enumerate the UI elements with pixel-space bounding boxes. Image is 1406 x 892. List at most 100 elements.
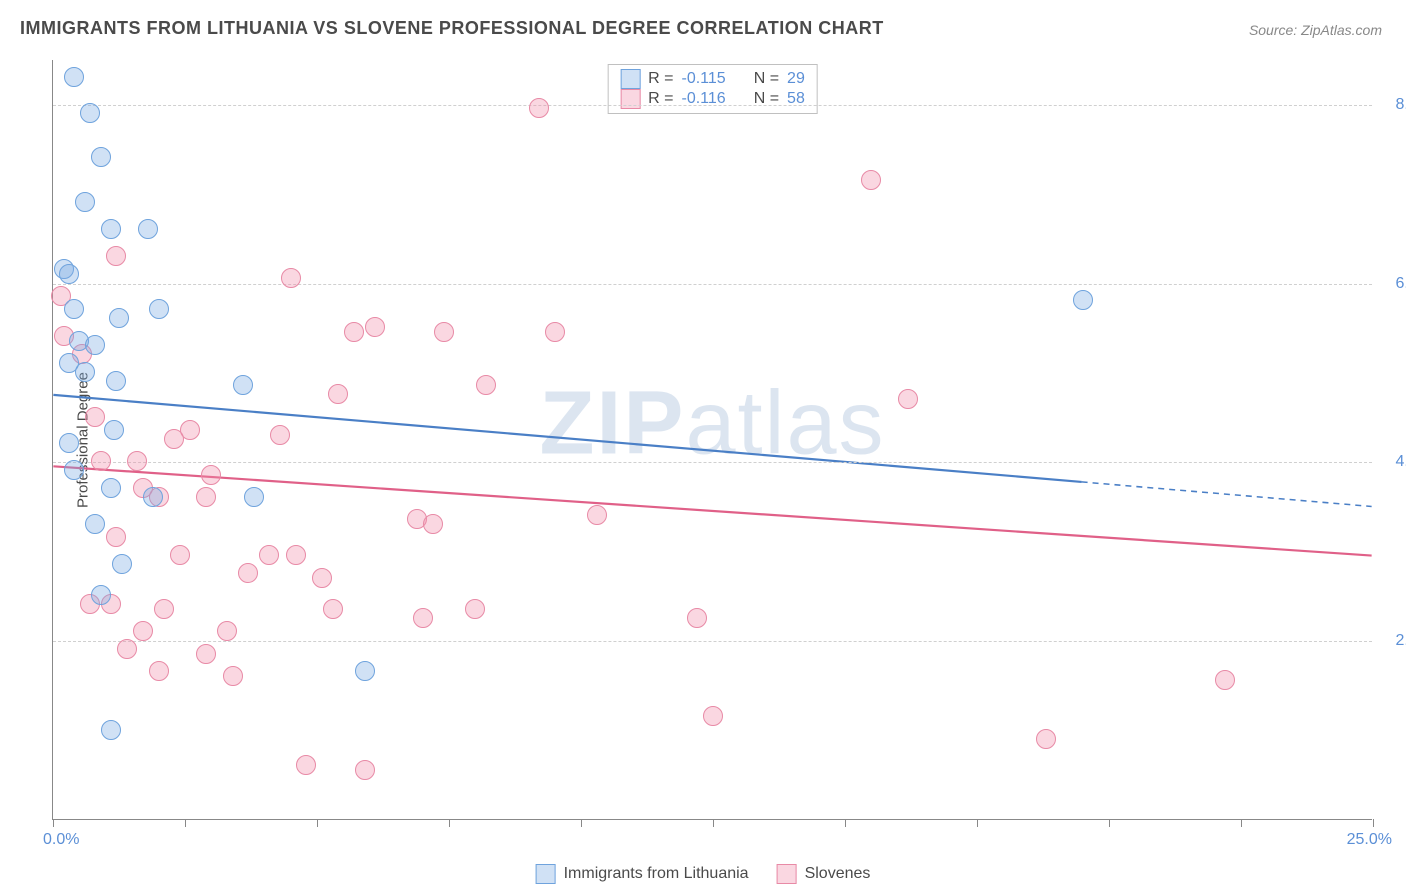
scatter-point xyxy=(344,322,364,342)
scatter-point xyxy=(196,644,216,664)
scatter-point xyxy=(164,429,184,449)
scatter-point xyxy=(687,608,707,628)
trend-lines-svg xyxy=(53,60,1372,819)
scatter-point xyxy=(85,335,105,355)
x-tick xyxy=(185,819,186,827)
scatter-point xyxy=(109,308,129,328)
source-attribution: Source: ZipAtlas.com xyxy=(1249,22,1382,38)
legend-swatch xyxy=(620,89,640,109)
series-legend-label: Slovenes xyxy=(805,865,871,883)
scatter-point xyxy=(64,460,84,480)
scatter-point xyxy=(476,375,496,395)
y-tick-label: 2.0% xyxy=(1396,632,1406,650)
scatter-point xyxy=(101,720,121,740)
x-axis-min-label: 0.0% xyxy=(43,831,79,849)
scatter-point xyxy=(106,246,126,266)
legend-swatch xyxy=(777,864,797,884)
series-legend: Immigrants from Lithuania Slovenes xyxy=(536,864,871,884)
x-tick xyxy=(1241,819,1242,827)
gridline xyxy=(53,284,1372,285)
scatter-point xyxy=(259,545,279,565)
scatter-point xyxy=(423,514,443,534)
scatter-point xyxy=(143,487,163,507)
correlation-legend: R =-0.115N =29R =-0.116N =58 xyxy=(607,64,818,114)
x-tick xyxy=(977,819,978,827)
scatter-point xyxy=(898,389,918,409)
scatter-point xyxy=(149,299,169,319)
scatter-point xyxy=(434,322,454,342)
y-tick-label: 8.0% xyxy=(1396,96,1406,114)
scatter-point xyxy=(149,661,169,681)
scatter-point xyxy=(101,219,121,239)
scatter-point xyxy=(238,563,258,583)
gridline xyxy=(53,641,1372,642)
x-tick xyxy=(1373,819,1374,827)
legend-n-value: 29 xyxy=(787,70,805,88)
scatter-point xyxy=(80,103,100,123)
scatter-point xyxy=(355,760,375,780)
scatter-point xyxy=(355,661,375,681)
scatter-point xyxy=(133,621,153,641)
scatter-point xyxy=(104,420,124,440)
scatter-point xyxy=(127,451,147,471)
correlation-legend-row: R =-0.116N =58 xyxy=(620,89,805,109)
scatter-point xyxy=(91,585,111,605)
scatter-point xyxy=(861,170,881,190)
x-tick xyxy=(1109,819,1110,827)
scatter-point xyxy=(365,317,385,337)
x-tick xyxy=(53,819,54,827)
scatter-point xyxy=(59,433,79,453)
y-tick-label: 6.0% xyxy=(1396,275,1406,293)
scatter-point xyxy=(328,384,348,404)
legend-swatch xyxy=(536,864,556,884)
scatter-point xyxy=(64,67,84,87)
legend-r-value: -0.115 xyxy=(682,70,726,88)
gridline xyxy=(53,462,1372,463)
legend-swatch xyxy=(620,69,640,89)
series-legend-label: Immigrants from Lithuania xyxy=(564,865,749,883)
scatter-point xyxy=(85,407,105,427)
scatter-point xyxy=(1036,729,1056,749)
scatter-point xyxy=(1215,670,1235,690)
scatter-point xyxy=(233,375,253,395)
scatter-point xyxy=(413,608,433,628)
y-tick-label: 4.0% xyxy=(1396,453,1406,471)
scatter-point xyxy=(117,639,137,659)
scatter-point xyxy=(270,425,290,445)
scatter-point xyxy=(529,98,549,118)
scatter-point xyxy=(91,147,111,167)
trend-line xyxy=(53,466,1371,555)
x-tick xyxy=(317,819,318,827)
x-tick xyxy=(581,819,582,827)
x-tick xyxy=(845,819,846,827)
legend-r-label: R = xyxy=(648,70,673,88)
scatter-point xyxy=(170,545,190,565)
gridline xyxy=(53,105,1372,106)
scatter-point xyxy=(91,451,111,471)
x-tick xyxy=(449,819,450,827)
series-legend-item: Immigrants from Lithuania xyxy=(536,864,749,884)
scatter-point xyxy=(106,371,126,391)
scatter-point xyxy=(196,487,216,507)
scatter-point xyxy=(296,755,316,775)
scatter-point xyxy=(154,599,174,619)
scatter-point xyxy=(286,545,306,565)
scatter-point xyxy=(312,568,332,588)
watermark: ZIPatlas xyxy=(539,373,885,476)
scatter-point xyxy=(545,322,565,342)
x-axis-max-label: 25.0% xyxy=(1347,831,1392,849)
chart-plot-area: Professional Degree ZIPatlas 0.0% 25.0% … xyxy=(52,60,1372,820)
series-legend-item: Slovenes xyxy=(777,864,871,884)
scatter-point xyxy=(106,527,126,547)
scatter-point xyxy=(85,514,105,534)
scatter-point xyxy=(75,192,95,212)
scatter-point xyxy=(223,666,243,686)
scatter-point xyxy=(217,621,237,641)
scatter-point xyxy=(75,362,95,382)
scatter-point xyxy=(201,465,221,485)
correlation-legend-row: R =-0.115N =29 xyxy=(620,69,805,89)
scatter-point xyxy=(64,299,84,319)
trend-line-extrapolated xyxy=(1082,482,1372,507)
x-tick xyxy=(713,819,714,827)
scatter-point xyxy=(323,599,343,619)
